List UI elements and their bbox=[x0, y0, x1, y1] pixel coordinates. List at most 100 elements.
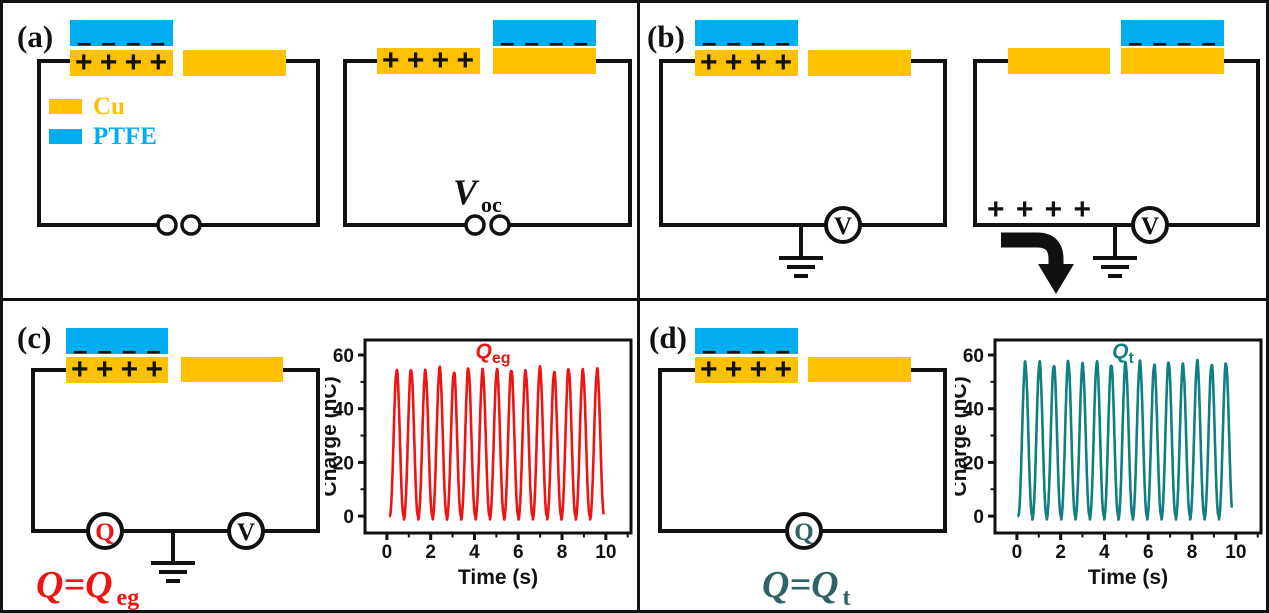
panel-a: (a) – – – – + + + + Cu PTFE + bbox=[17, 19, 632, 236]
cu-electrode bbox=[808, 357, 911, 382]
series-label: Qt bbox=[1112, 340, 1134, 367]
cu-electrode bbox=[808, 50, 911, 76]
ptfe-layer bbox=[70, 20, 173, 46]
x-tick-label: 0 bbox=[1012, 542, 1023, 563]
wire bbox=[860, 59, 947, 227]
voltmeter-label: V bbox=[237, 519, 255, 546]
wire bbox=[509, 59, 632, 227]
cu-electrode bbox=[1008, 48, 1110, 74]
panel-d-circuit: – – – – + + + + Q Q=Q t bbox=[658, 328, 947, 611]
y-tick-label: 0 bbox=[973, 507, 984, 528]
y-tick-label: 20 bbox=[333, 453, 354, 474]
y-tick-label: 60 bbox=[963, 346, 984, 367]
cu-electrode bbox=[66, 357, 168, 383]
series-label: Qeg bbox=[475, 340, 510, 367]
legend-swatch-ptfe bbox=[49, 129, 82, 144]
panel-c-circuit: – – – – + + + + Q V Q=Q eg bbox=[31, 328, 320, 610]
charge-meter bbox=[785, 512, 823, 550]
ground-symbol bbox=[1093, 225, 1137, 278]
flowing-positive-charges: + + + + bbox=[987, 193, 1091, 226]
trace bbox=[388, 365, 605, 521]
ptfe-layer bbox=[66, 328, 168, 354]
chart-c: 0 2 4 6 8 10 0 20 40 60 Time (s) Charge (nC) Qeg bbox=[318, 338, 633, 589]
voc-label: V oc bbox=[453, 172, 502, 217]
x-tick-label: 10 bbox=[595, 542, 616, 563]
ground-symbol bbox=[151, 531, 195, 583]
x-tick-label: 4 bbox=[1099, 542, 1110, 563]
wire bbox=[263, 368, 320, 533]
wire bbox=[659, 59, 826, 227]
wire bbox=[343, 59, 466, 227]
panel-a-left-circuit: – – – – + + + + bbox=[37, 20, 320, 236]
y-tick-label: 40 bbox=[963, 400, 984, 421]
wire bbox=[1167, 59, 1260, 227]
plot-frame bbox=[363, 338, 633, 535]
x-axis-title: Time (s) bbox=[458, 566, 538, 589]
voltmeter bbox=[824, 206, 862, 244]
panel-c-label: (c) bbox=[17, 320, 51, 355]
legend-label-cu: Cu bbox=[93, 93, 125, 120]
panel-b-left-circuit: – – – – + + + + V bbox=[659, 20, 947, 278]
charge-meter-label: Q bbox=[794, 519, 813, 546]
x-tick-label: 8 bbox=[557, 542, 568, 563]
ground-symbol bbox=[779, 225, 823, 278]
ptfe-layer bbox=[695, 20, 798, 46]
x-tick-label: 4 bbox=[469, 542, 480, 563]
y-axis-title: Charge (nC) bbox=[948, 376, 971, 496]
panel-b: (b) – – – – + + + + V – – – – bbox=[647, 19, 1260, 294]
y-tick-label: 0 bbox=[343, 507, 354, 528]
wire bbox=[973, 59, 1133, 227]
wire bbox=[31, 368, 88, 533]
cu-electrode bbox=[377, 48, 480, 74]
y-tick-label: 20 bbox=[963, 453, 984, 474]
y-axis-title: Charge (nC) bbox=[318, 376, 341, 496]
equation-q-t: Q=Q t bbox=[762, 564, 851, 611]
wire bbox=[37, 59, 158, 227]
panel-d-label: (d) bbox=[649, 320, 687, 355]
legend-swatch-cu bbox=[49, 99, 82, 114]
x-tick-label: 0 bbox=[382, 542, 393, 563]
open-circuit-terminal bbox=[156, 214, 178, 236]
panel-b-right-circuit: – – – – V + + + + bbox=[973, 20, 1260, 294]
positive-charges: + + + + bbox=[71, 353, 163, 386]
cu-electrode bbox=[70, 50, 173, 76]
cu-electrode bbox=[695, 357, 798, 383]
panel-a-right-circuit: + + + + – – – – V oc bbox=[343, 20, 632, 236]
panel-a-label: (a) bbox=[17, 19, 53, 54]
panel-divider-horizontal bbox=[3, 298, 1266, 301]
charge-flow-arrow bbox=[1001, 232, 1074, 294]
voltmeter-label: V bbox=[834, 213, 852, 240]
chart-d: 0 2 4 6 8 10 0 20 40 60 Time (s) Charge (nC) Qt bbox=[948, 338, 1263, 589]
open-circuit-terminal bbox=[464, 214, 486, 236]
cu-electrode bbox=[1121, 48, 1224, 74]
x-axis-title: Time (s) bbox=[1088, 566, 1168, 589]
cu-electrode bbox=[493, 48, 596, 74]
wire bbox=[658, 368, 787, 533]
x-tick-label: 2 bbox=[425, 542, 436, 563]
trace bbox=[1016, 358, 1234, 521]
voltmeter bbox=[1131, 206, 1169, 244]
cu-electrode bbox=[695, 50, 798, 76]
positive-charges: + + + + bbox=[700, 46, 792, 79]
open-circuit-terminal bbox=[489, 214, 511, 236]
wire bbox=[200, 59, 320, 227]
x-tick-label: 6 bbox=[513, 542, 524, 563]
x-tick-label: 10 bbox=[1225, 542, 1246, 563]
voltmeter-label: V bbox=[1141, 213, 1159, 240]
open-circuit-terminal bbox=[180, 214, 202, 236]
panel-b-label: (b) bbox=[647, 19, 685, 54]
charge-meter bbox=[86, 512, 124, 550]
x-tick-label: 8 bbox=[1187, 542, 1198, 563]
x-tick-label: 2 bbox=[1055, 542, 1066, 563]
panel-divider-vertical bbox=[637, 3, 640, 610]
chart-qeg: 0 2 4 6 8 10 0 20 40 60 Time (s) Charge (nC) Qeg bbox=[318, 338, 633, 589]
ptfe-layer bbox=[493, 20, 596, 46]
y-tick-label: 60 bbox=[333, 346, 354, 367]
panel-c: (c) – – – – + + + + Q V Q=Q eg bbox=[17, 320, 633, 610]
positive-charges: + + + + bbox=[75, 46, 167, 79]
cu-electrode bbox=[181, 357, 283, 382]
ptfe-layer bbox=[1121, 20, 1224, 46]
legend-label-ptfe: PTFE bbox=[93, 123, 157, 150]
positive-charges: + + + + bbox=[700, 353, 792, 386]
